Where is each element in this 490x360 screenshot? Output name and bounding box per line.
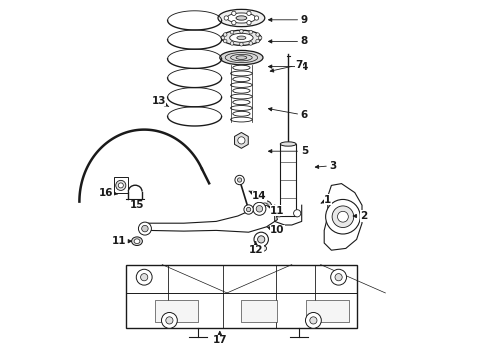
Circle shape: [240, 42, 243, 46]
Circle shape: [139, 222, 151, 235]
Circle shape: [230, 42, 234, 45]
Polygon shape: [324, 184, 362, 250]
Circle shape: [254, 16, 259, 20]
Circle shape: [230, 30, 234, 34]
Ellipse shape: [261, 203, 269, 209]
Ellipse shape: [233, 65, 250, 70]
Circle shape: [254, 232, 269, 247]
Circle shape: [235, 175, 245, 185]
Text: 5: 5: [269, 146, 308, 156]
Circle shape: [244, 205, 253, 214]
Polygon shape: [143, 205, 277, 234]
Ellipse shape: [233, 111, 250, 116]
Circle shape: [166, 317, 173, 324]
Ellipse shape: [220, 50, 263, 65]
Circle shape: [116, 180, 126, 190]
Text: 2: 2: [353, 211, 368, 221]
Circle shape: [294, 210, 301, 217]
Text: 6: 6: [269, 108, 308, 120]
Circle shape: [223, 39, 227, 43]
Ellipse shape: [221, 30, 261, 45]
Text: 4: 4: [269, 62, 308, 72]
Circle shape: [232, 11, 236, 15]
Circle shape: [256, 33, 259, 36]
Circle shape: [332, 206, 354, 228]
Circle shape: [136, 269, 152, 285]
Circle shape: [142, 225, 148, 232]
Circle shape: [141, 274, 148, 281]
Ellipse shape: [256, 245, 267, 252]
Circle shape: [305, 312, 321, 328]
Circle shape: [338, 211, 348, 222]
Bar: [126, 265, 357, 328]
Circle shape: [258, 236, 265, 243]
Ellipse shape: [231, 71, 252, 76]
Bar: [242, 300, 277, 322]
Ellipse shape: [280, 142, 296, 146]
Text: 17: 17: [213, 331, 227, 345]
Ellipse shape: [231, 105, 252, 111]
Ellipse shape: [230, 33, 253, 42]
Ellipse shape: [258, 201, 271, 211]
Text: 14: 14: [249, 191, 267, 201]
Text: 16: 16: [99, 188, 117, 198]
Circle shape: [249, 42, 252, 45]
Text: 8: 8: [269, 36, 308, 46]
Circle shape: [249, 30, 252, 34]
Circle shape: [118, 183, 123, 188]
Circle shape: [253, 202, 266, 215]
Circle shape: [275, 210, 283, 217]
Bar: [155, 300, 198, 322]
Bar: [114, 177, 128, 193]
Circle shape: [247, 21, 251, 25]
Circle shape: [238, 178, 242, 182]
Text: 15: 15: [130, 200, 144, 210]
Ellipse shape: [237, 36, 246, 40]
Circle shape: [232, 21, 236, 25]
Ellipse shape: [134, 239, 140, 243]
Ellipse shape: [236, 16, 247, 20]
Polygon shape: [235, 132, 248, 148]
Circle shape: [240, 30, 243, 33]
Text: 1: 1: [321, 195, 331, 205]
Bar: [280, 144, 296, 216]
Circle shape: [256, 206, 263, 212]
Text: 7: 7: [270, 60, 303, 72]
Bar: [306, 300, 349, 322]
Text: 13: 13: [151, 96, 169, 107]
Ellipse shape: [233, 100, 250, 105]
Ellipse shape: [236, 56, 247, 59]
Circle shape: [224, 16, 228, 20]
Ellipse shape: [227, 13, 256, 23]
Circle shape: [221, 36, 224, 40]
Circle shape: [258, 36, 262, 40]
Circle shape: [310, 317, 317, 324]
Text: 11: 11: [112, 236, 131, 246]
Circle shape: [246, 207, 251, 212]
Circle shape: [247, 11, 251, 15]
Circle shape: [256, 39, 259, 43]
Circle shape: [335, 274, 342, 281]
Text: 9: 9: [269, 15, 308, 25]
Circle shape: [223, 33, 227, 36]
Ellipse shape: [233, 88, 250, 93]
Text: 12: 12: [248, 242, 263, 255]
Text: 3: 3: [315, 161, 337, 171]
Ellipse shape: [231, 117, 252, 122]
Ellipse shape: [231, 82, 252, 87]
Ellipse shape: [233, 77, 250, 82]
Circle shape: [326, 199, 360, 234]
Ellipse shape: [231, 94, 252, 99]
Ellipse shape: [132, 237, 143, 246]
Text: 10: 10: [267, 225, 285, 235]
Circle shape: [162, 312, 177, 328]
Text: 11: 11: [269, 206, 285, 216]
Ellipse shape: [218, 9, 265, 27]
Circle shape: [238, 137, 245, 144]
Circle shape: [331, 269, 346, 285]
